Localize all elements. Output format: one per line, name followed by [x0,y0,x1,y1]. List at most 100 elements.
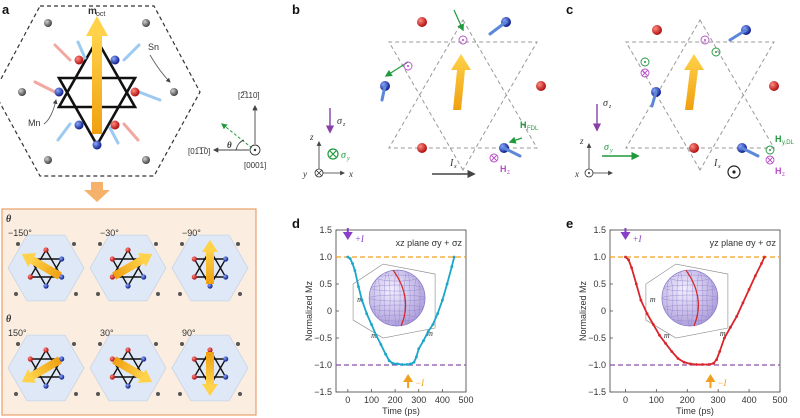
m-oct-arrow [202,240,218,284]
current-b: I [449,158,454,169]
x-tick-label: 100 [649,395,664,405]
sigma-z-sub-c: z [608,104,612,110]
current-c: I [713,158,718,169]
mn-label: Mn [28,118,41,128]
inset-label: m [357,295,363,304]
y-tick-label: −0.5 [314,333,332,343]
data-point [379,343,383,346]
m-arrow-b [451,54,471,110]
mn-atom [59,374,65,380]
sn-label: Sn [148,42,159,52]
data-point [412,360,416,364]
h-z-label: H [500,164,507,174]
sn-atom [236,242,240,246]
data-point [445,282,449,286]
hexagon-outline [0,5,201,177]
m-arrow-c [684,54,704,110]
y-axis-label: Normalized Mz [578,280,588,341]
mn-atom [125,247,131,253]
annotation-arrow [705,374,716,382]
chart-title: xz plane σy + σz [396,238,463,248]
data-point [422,339,425,343]
data-point [763,255,766,259]
angle-grid-cells: −150° −30° −90° 150° 30° 90° [7,228,249,402]
data-point [651,323,655,326]
sn-atom [14,392,18,396]
data-point [387,359,391,363]
m-oct-arrow [202,352,218,396]
sigma-z-b: σ [337,116,343,127]
x-tick-label: 0 [345,395,350,405]
angle-cell [171,234,249,302]
angle-label: 150° [8,328,27,338]
angle-label: −30° [100,228,119,238]
crystal-axes [212,104,261,156]
data-point [624,255,627,259]
data-point [374,333,378,337]
mn-atom [109,374,115,380]
data-point [639,298,643,302]
data-point [452,255,456,259]
annotation-arrow [403,374,414,382]
mn-atom [43,247,49,253]
panel-a: a [0,2,266,416]
sn-atom [178,392,182,396]
mn-atom [59,356,65,362]
data-point [630,266,633,270]
x-axis-label: Time (ps) [676,406,714,416]
field-symbols-c [640,35,775,165]
axes-c [584,143,613,178]
x-tick-label: 300 [411,395,426,405]
data-point [415,355,418,359]
y-tick-label: 1.0 [319,252,332,262]
data-point [441,298,444,302]
data-point [365,312,369,316]
inset-sphere [645,263,729,339]
data-point [351,262,354,265]
h-fdl-label: H [520,120,527,130]
panel-label-a: a [2,2,10,17]
axis-x-b: x [348,169,353,179]
data-point [391,362,395,365]
dir-2110: [2̅110] [238,91,260,100]
data-point [658,333,661,337]
y-tick-label: 1.5 [319,225,332,235]
theta-label: θ [227,140,232,150]
sigma-y-sub-c: y [609,148,613,154]
data-point [400,363,404,366]
panel-e: e 1.5 1.0 0.5 0 −0.5 −1.0 −1.5 0 100 200 300 400 500… [566,216,788,416]
annotation-label: −I [415,378,425,388]
inset-label: m [427,329,433,338]
mn-atom [59,256,65,262]
data-point [627,258,630,262]
data-point [634,282,638,286]
angle-cell [171,334,249,402]
axis-y-b: y [302,169,307,179]
h-z-sub-c: z [782,172,785,178]
mn-atom [43,283,49,289]
panel-label-c: c [566,2,573,17]
sigma-y-b: σ [341,150,347,161]
inset-label: m [650,295,656,304]
y-tick-label: −1.5 [588,387,606,397]
sn-atom [154,242,158,246]
mn-atom [125,347,131,353]
x-tick-label: 400 [742,395,757,405]
x-tick-label: 300 [711,395,726,405]
data-point [384,352,387,356]
h-fdl-sub: FDL [527,126,539,132]
sn-atom [74,292,78,296]
sn-atom [180,242,184,246]
sn-atom [74,392,78,396]
angle-cell [7,334,85,402]
data-point [715,358,718,361]
h-dl-sub-c: y,DL [782,140,795,146]
x-tick-label: 0 [623,395,628,405]
mn-atom [141,274,147,280]
data-point [370,323,373,326]
y-tick-label: 0 [327,306,332,316]
data-point [689,362,692,366]
mn-atom [125,283,131,289]
sigma-y-sub-b: y [346,156,350,162]
